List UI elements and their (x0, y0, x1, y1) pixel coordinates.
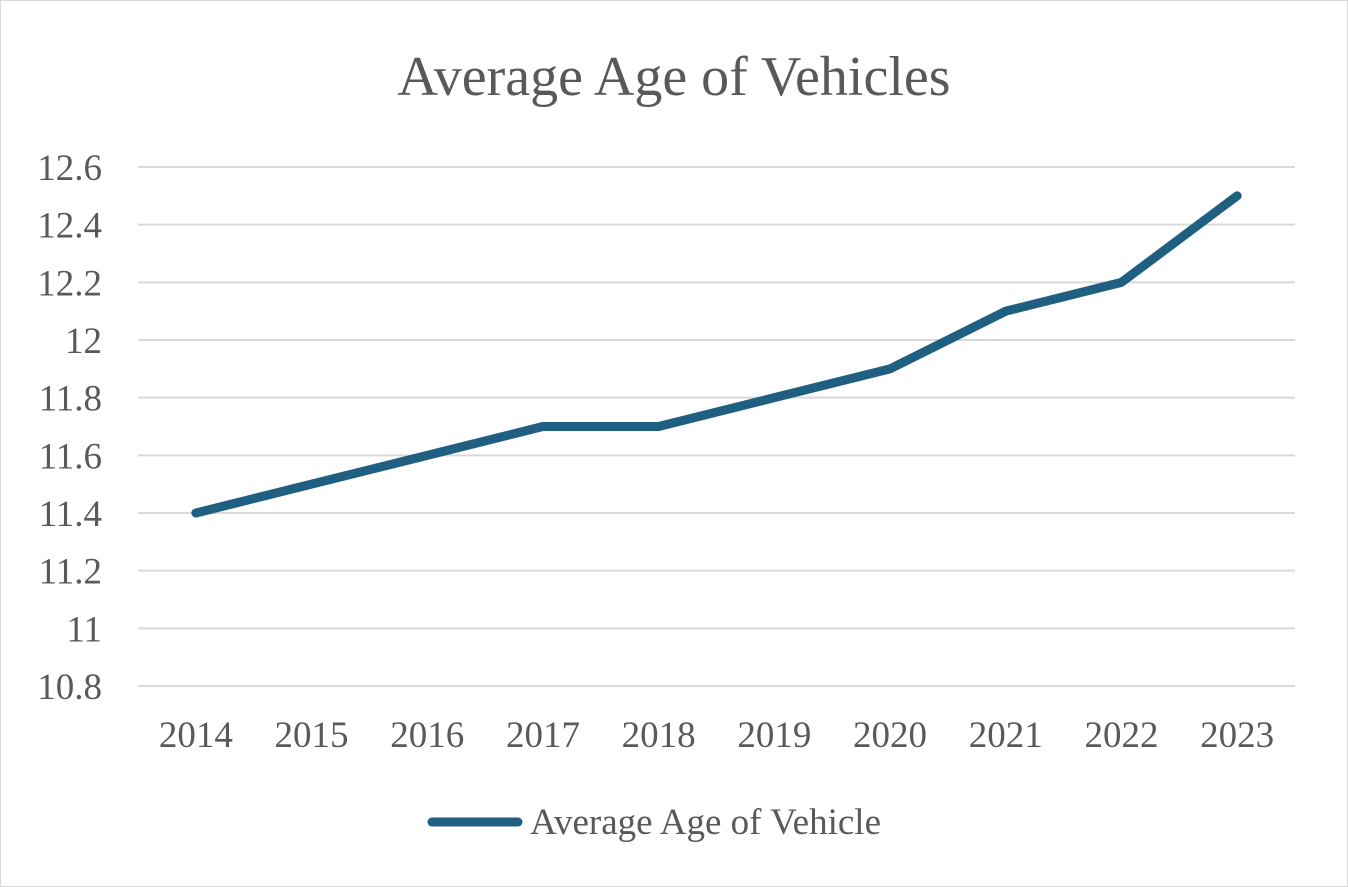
x-tick-label: 2018 (622, 715, 696, 756)
legend-label: Average Age of Vehicle (530, 802, 881, 843)
series-line (191, 191, 1242, 518)
y-tick-label: 11.8 (39, 379, 102, 420)
chart-title: Average Age of Vehicles (397, 46, 950, 108)
x-tick-label: 2017 (506, 715, 580, 756)
gridlines (138, 166, 1295, 687)
y-tick-label: 12.6 (37, 148, 102, 189)
y-tick-label: 10.8 (37, 667, 102, 708)
x-tick-label: 2019 (737, 715, 811, 756)
series-layer (191, 191, 1242, 518)
x-tick-label: 2021 (969, 715, 1043, 756)
x-tick-label: 2022 (1084, 715, 1158, 756)
x-tick-label: 2016 (390, 715, 464, 756)
y-axis-ticks: 10.8 11 11.2 11.4 11.6 11.8 12 12.2 12.4 12.6 (37, 148, 102, 708)
x-tick-label: 2023 (1200, 715, 1274, 756)
y-tick-label: 11.6 (39, 436, 102, 477)
y-tick-label: 12.4 (37, 206, 102, 247)
y-tick-label: 12 (65, 321, 102, 362)
y-tick-label: 12.2 (37, 263, 102, 304)
x-tick-label: 2015 (275, 715, 349, 756)
x-axis-ticks: 2014 2015 2016 2017 2018 2019 2020 2021 2022 2023 (159, 715, 1274, 756)
x-tick-label: 2014 (159, 715, 233, 756)
x-tick-label: 2020 (853, 715, 927, 756)
y-tick-label: 11 (66, 609, 102, 650)
y-tick-label: 11.2 (39, 552, 102, 593)
y-tick-label: 11.4 (39, 494, 102, 535)
legend: Average Age of Vehicle (427, 802, 881, 843)
